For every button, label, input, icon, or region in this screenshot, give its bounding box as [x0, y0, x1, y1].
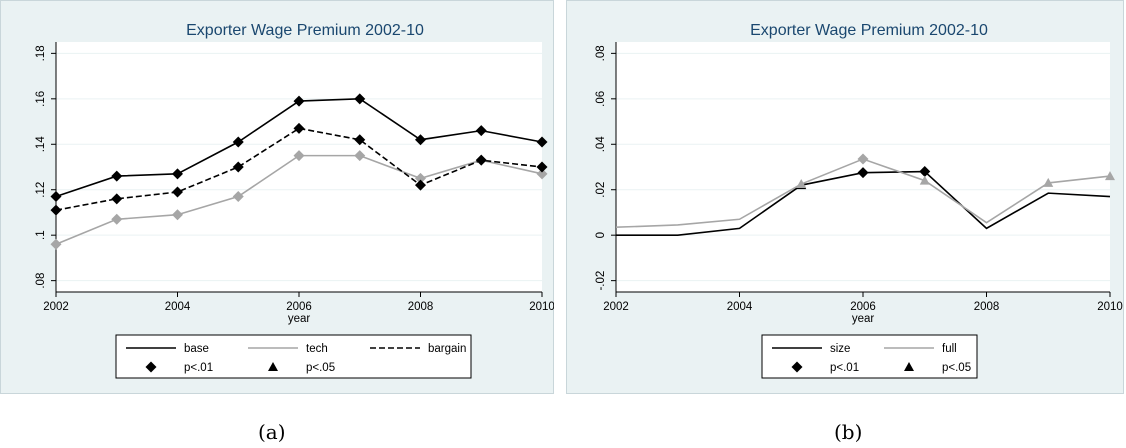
caption-b: (b)	[834, 420, 863, 444]
legend-label: base	[184, 343, 209, 355]
plot-region	[56, 42, 542, 292]
marker-triangle-full	[796, 179, 807, 189]
marker-diamond-full	[857, 153, 869, 165]
marker-diamond-bargain	[172, 186, 183, 198]
marker-diamond-size	[857, 167, 869, 179]
x-tick-label: 2010	[1097, 301, 1123, 313]
y-tick-label: .04	[595, 136, 607, 153]
line-chart-a: Exporter Wage Premium 2002-10 .08 .1 .12 .14…	[35, 22, 554, 379]
plot-region	[616, 42, 1110, 292]
marker-diamond-base	[415, 134, 426, 146]
legend-label: p<.05	[306, 362, 335, 374]
x-tick-label: 2002	[603, 301, 629, 313]
x-tick-label: 2004	[727, 301, 753, 313]
x-tick-label: 2010	[529, 301, 554, 313]
legend-label: p<.01	[830, 362, 859, 374]
y-tick-label: -.02	[595, 271, 607, 291]
marker-diamond-bargain	[354, 134, 366, 146]
x-axis-label: year	[852, 313, 875, 325]
marker-triangle-full	[1043, 177, 1054, 187]
y-tick-label: .08	[595, 45, 607, 61]
legend-label: p<.01	[184, 362, 213, 374]
legend-label: tech	[306, 343, 328, 355]
legend-label: size	[830, 343, 850, 355]
marker-diamond-bargain	[111, 193, 123, 205]
legend-box	[115, 334, 472, 379]
marker-diamond-tech	[172, 209, 183, 221]
x-axis-label: year	[288, 313, 311, 325]
marker-diamond-base	[475, 125, 487, 137]
marker-diamond-bargain	[475, 154, 487, 166]
marker-diamond-bargain	[232, 161, 244, 173]
y-tick-label: .12	[35, 182, 47, 198]
marker-diamond-bargain	[415, 179, 426, 191]
marker-diamond-base	[354, 93, 366, 105]
marker-diamond-size	[919, 166, 931, 178]
marker-diamond-base	[50, 191, 62, 203]
legend-label: full	[942, 343, 957, 355]
marker-diamond-bargain	[293, 122, 305, 134]
y-tick-label: .18	[35, 45, 47, 61]
legend-marker-diamond	[145, 361, 157, 373]
y-tick-label: .1	[35, 230, 47, 240]
marker-diamond-tech	[50, 238, 62, 250]
x-tick-label: 2004	[165, 301, 191, 313]
x-tick-label: 2006	[850, 301, 876, 313]
marker-triangle-full	[1105, 171, 1115, 181]
marker-diamond-base	[111, 170, 123, 182]
y-tick-label: .02	[595, 182, 607, 198]
legend-label: p<.05	[942, 362, 971, 374]
legend-label: bargain	[428, 343, 466, 355]
marker-diamond-base	[172, 168, 183, 180]
chart-panel-a: Exporter Wage Premium 2002-10 .08 .1 .12 .14…	[0, 0, 554, 448]
y-tick-label: .14	[35, 136, 47, 153]
chart-title: Exporter Wage Premium 2002-10	[750, 22, 988, 39]
marker-diamond-tech	[415, 172, 426, 184]
chart-title: Exporter Wage Premium 2002-10	[186, 22, 424, 39]
marker-diamond-bargain	[50, 204, 62, 216]
marker-diamond-base	[536, 136, 548, 148]
marker-diamond-base	[293, 95, 305, 107]
caption-a: (a)	[258, 420, 286, 444]
y-tick-label: .08	[35, 273, 47, 289]
marker-diamond-bargain	[536, 161, 548, 173]
marker-diamond-tech	[111, 213, 123, 225]
y-tick-label: 0	[595, 232, 607, 238]
marker-diamond-base	[232, 136, 244, 148]
x-tick-label: 2002	[43, 301, 69, 313]
legend-marker-triangle	[904, 362, 914, 371]
series-line-bargain	[55, 127, 543, 211]
marker-diamond-tech	[354, 150, 366, 162]
marker-diamond-tech	[293, 150, 305, 162]
y-tick-label: .06	[595, 91, 607, 107]
x-tick-label: 2006	[286, 301, 312, 313]
marker-triangle-full	[919, 175, 930, 185]
marker-diamond-tech	[536, 168, 548, 180]
y-tick-label: .16	[35, 91, 47, 107]
marker-diamond-tech	[232, 191, 244, 203]
legend-marker-triangle	[268, 362, 278, 371]
x-tick-label: 2008	[974, 301, 1000, 313]
chart-panel-b: Exporter Wage Premium 2002-10 -.02 0 .02 .04…	[566, 0, 1126, 448]
legend-marker-diamond	[791, 361, 803, 373]
x-tick-label: 2008	[408, 301, 434, 313]
line-chart-b: Exporter Wage Premium 2002-10 -.02 0 .02 .04…	[595, 22, 1123, 379]
